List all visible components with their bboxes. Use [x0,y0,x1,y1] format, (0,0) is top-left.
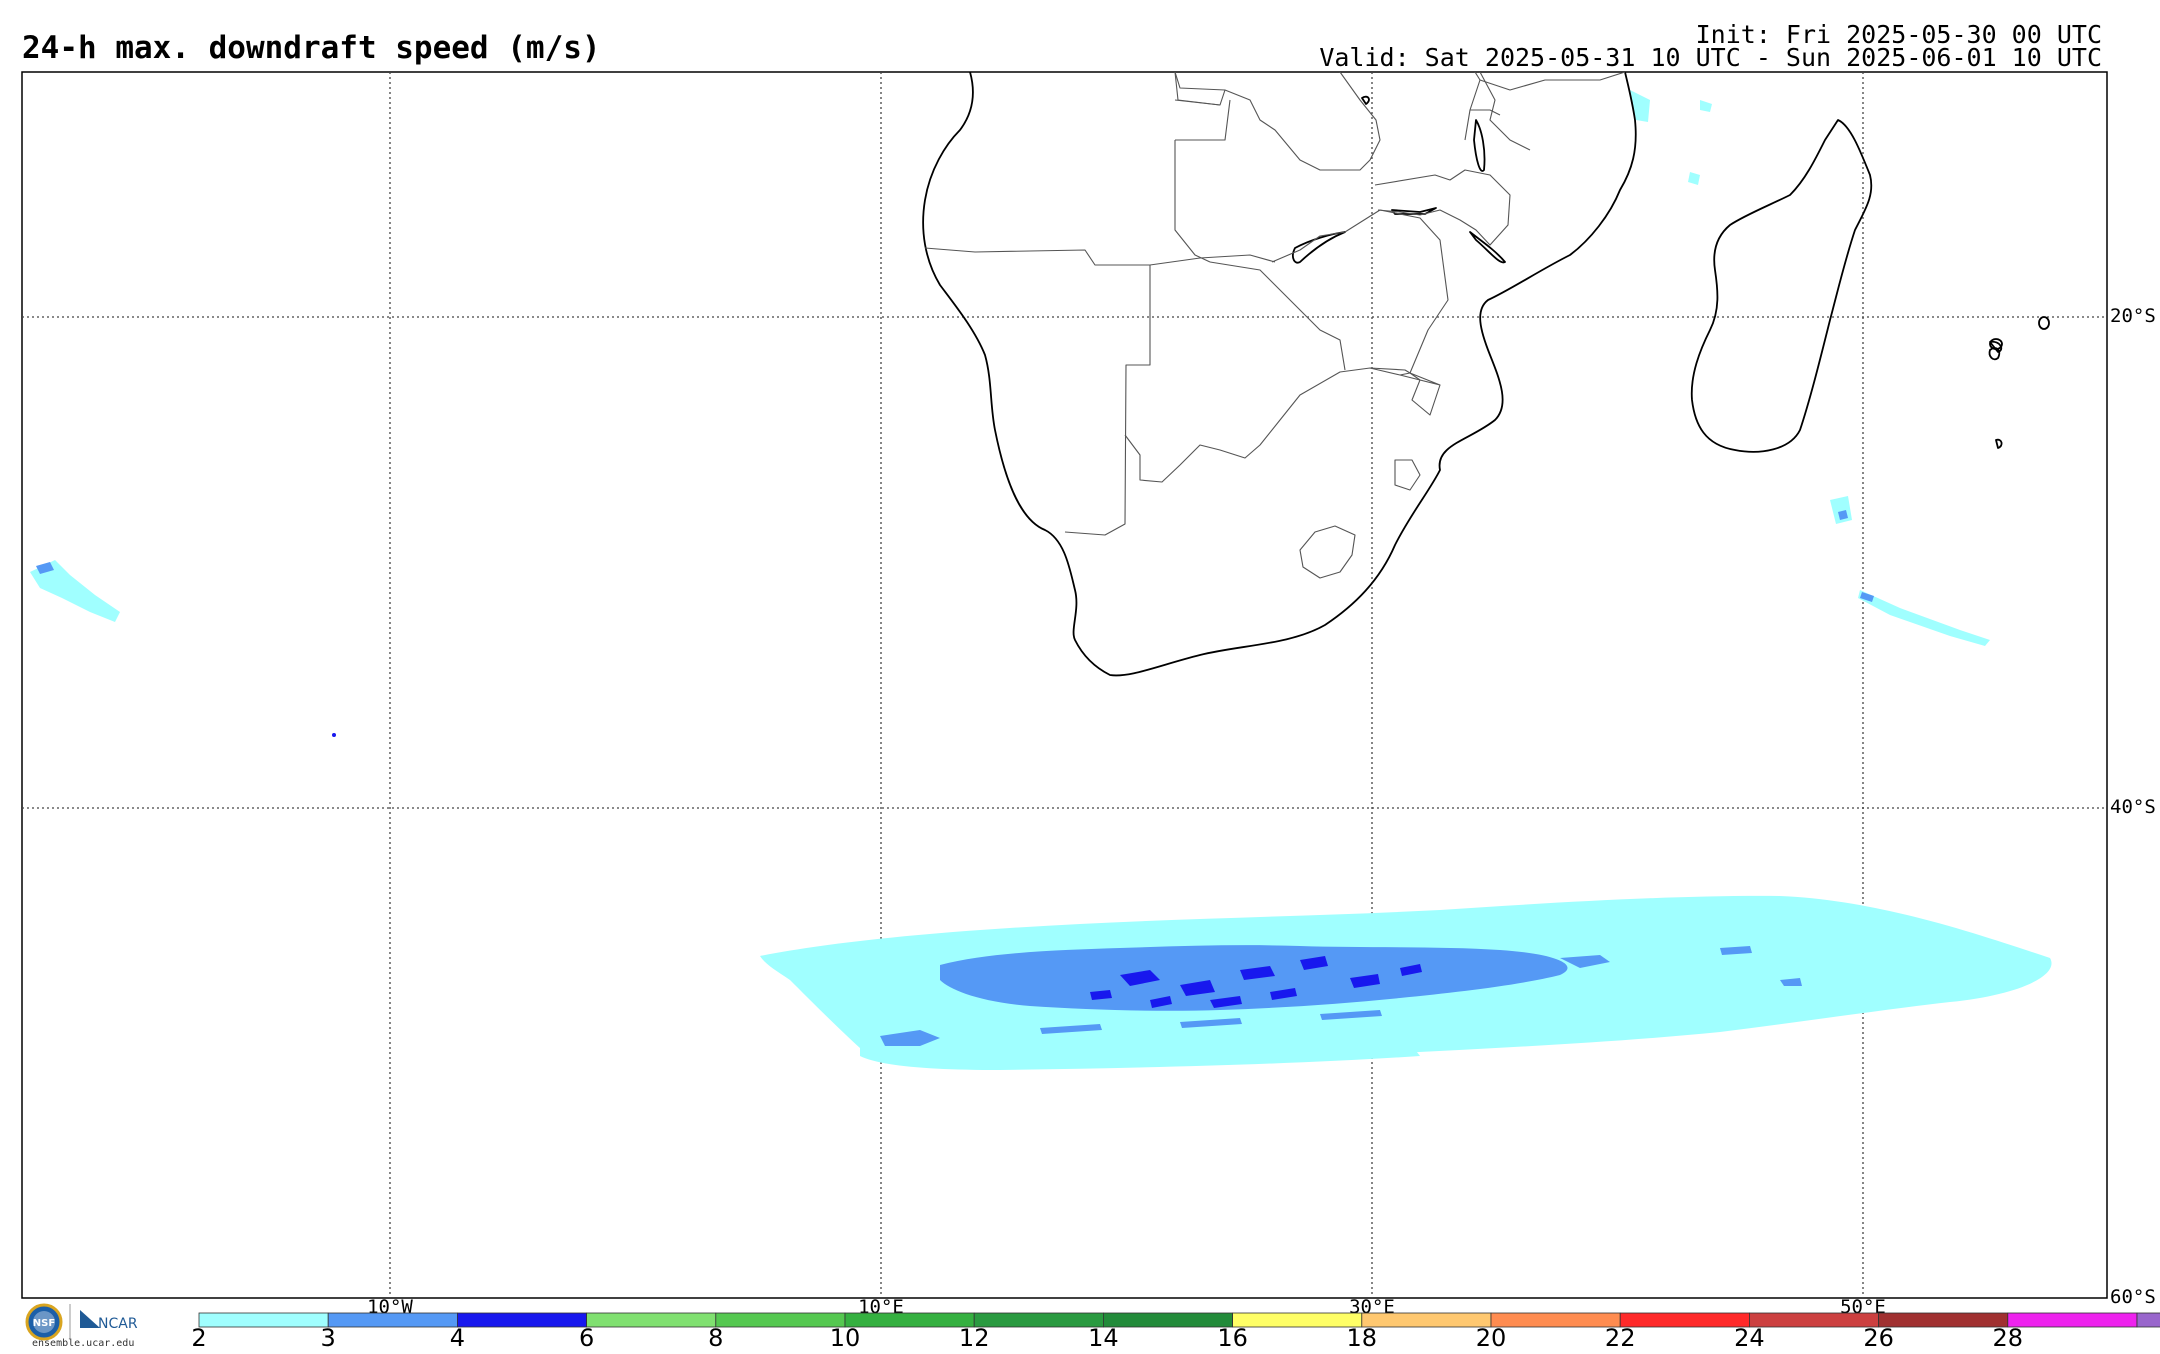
init-time: Init: Fri 2025-05-30 00 UTC [1695,20,2102,49]
colorbar-tick-label: 16 [1217,1324,1248,1352]
lon-label-10w: 10°W [367,1296,413,1318]
colorbar-swatch [586,1312,717,1328]
colorbar-swatch [715,1312,846,1328]
graticule [22,72,2107,1298]
ncar-logo-icon: NCAR [80,1310,138,1332]
colorbar-swatch [198,1312,329,1328]
svg-text:NCAR: NCAR [98,1316,138,1332]
colorbar-tick-label: 3 [321,1324,336,1352]
map-frame [21,71,2108,1299]
nsf-logo-icon: NSF [25,1303,63,1341]
colorbar: 2 3 4 6 8 10 12 14 16 18 20 22 24 26 28 [191,1312,2160,1352]
colorbar-tick-label: 2 [191,1324,206,1352]
colorbar-tick-label: 18 [1347,1324,1378,1352]
colorbar-tick-label: 22 [1605,1324,1636,1352]
valid-time: Valid: Sat 2025-05-31 10 UTC - Sun 2025-… [1319,43,2102,72]
map-title: 24-h max. downdraft speed (m/s) [22,30,601,66]
colorbar-swatch [1103,1312,1234,1328]
colorbar-tick-label: 10 [830,1324,861,1352]
colorbar-tick-label: 26 [1863,1324,1894,1352]
country-borders [924,72,1626,579]
lat-label-40s: 40°S [2110,796,2156,818]
colorbar-swatch [1232,1312,1363,1328]
downdraft-field-4-6 [332,733,1422,1008]
colorbar-swatch [2007,1312,2138,1328]
coastlines [922,72,2050,677]
logo-block: NSF NCAR [25,1303,138,1341]
lat-label-20s: 20°S [2110,305,2156,327]
colorbar-swatch [2136,1312,2160,1328]
colorbar-tick-label: 28 [1993,1324,2024,1352]
colorbar-swatch [1361,1312,1492,1328]
colorbar-swatch [973,1312,1104,1328]
colorbar-swatch [1878,1312,2009,1328]
website-url: ensemble.ucar.edu [32,1338,135,1349]
colorbar-swatch [1490,1312,1621,1328]
colorbar-swatch [327,1312,458,1328]
colorbar-tick-label: 6 [579,1324,594,1352]
lon-label-10e: 10°E [858,1296,904,1318]
colorbar-tick-label: 12 [959,1324,990,1352]
lon-label-50e: 50°E [1840,1296,1886,1318]
colorbar-swatch [456,1312,587,1328]
colorbar-swatch [844,1312,975,1328]
colorbar-tick-label: 24 [1734,1324,1765,1352]
colorbar-tick-label: 4 [450,1324,465,1352]
svg-text:NSF: NSF [33,1318,55,1329]
colorbar-tick-label: 14 [1088,1324,1119,1352]
lat-label-60s: 60°S [2110,1286,2156,1308]
lon-label-30e: 30°E [1349,1296,1395,1318]
colorbar-tick-label: 20 [1476,1324,1507,1352]
colorbar-tick-label: 8 [708,1324,723,1352]
colorbar-swatch [1619,1312,1750,1328]
colorbar-swatch [1749,1312,1880,1328]
